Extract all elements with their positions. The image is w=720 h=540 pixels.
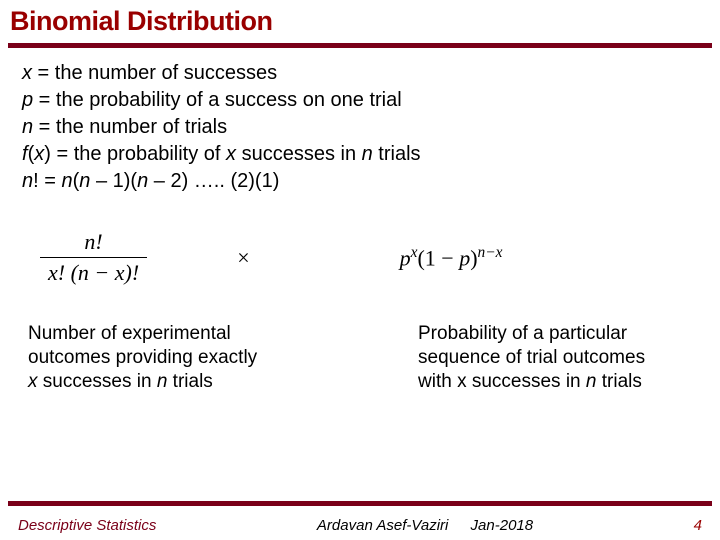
paren-close: )	[470, 245, 477, 270]
var-n6: n	[137, 170, 148, 192]
footer-left: Descriptive Statistics	[18, 517, 156, 534]
el-l3d: trials	[167, 371, 212, 392]
el-l1: Number of experimental	[28, 323, 231, 344]
p2: p	[459, 245, 470, 270]
fraction-numerator: n!	[40, 229, 147, 257]
definitions-block: x = the number of successes p = the prob…	[0, 48, 720, 194]
footer: Descriptive Statistics Ardavan Asef-Vazi…	[0, 517, 720, 534]
var-p: p	[22, 89, 33, 111]
t: successes in	[236, 143, 362, 165]
def-line-5: n! = n(n – 1)(n – 2) ….. (2)(1)	[22, 168, 700, 194]
footer-page: 4	[694, 517, 702, 534]
def-2-text: = the probability of a success on one tr…	[33, 89, 402, 111]
t: ) = the probability of	[44, 143, 226, 165]
var-n3: n	[22, 170, 33, 192]
explanation-row: Number of experimental outcomes providin…	[0, 296, 720, 393]
def-line-2: p = the probability of a success on one …	[22, 87, 700, 113]
fraction-denominator: x! (n − x)!	[40, 258, 147, 286]
var-n2: n	[362, 143, 373, 165]
t: trials	[373, 143, 421, 165]
var-x: x	[22, 62, 32, 84]
q-exp: n−x	[478, 244, 503, 261]
er-n: n	[586, 371, 597, 392]
probability-term: px(1 − p)n−x	[400, 244, 503, 271]
footer-author: Ardavan Asef-Vaziri	[317, 517, 448, 534]
explanation-left: Number of experimental outcomes providin…	[28, 322, 328, 393]
formula-row: n! x! (n − x)! × px(1 − p)n−x	[0, 195, 720, 296]
el-n: n	[157, 371, 168, 392]
er-l3c: trials	[596, 371, 641, 392]
explanation-right: Probability of a particular sequence of …	[388, 322, 700, 393]
var-n4: n	[61, 170, 72, 192]
var-n: n	[22, 116, 33, 138]
el-l2: outcomes providing exactly	[28, 347, 257, 368]
var-n5: n	[79, 170, 90, 192]
er-l3a: with x successes in	[418, 371, 586, 392]
def-line-1: x = the number of successes	[22, 60, 700, 86]
el-x: x	[28, 371, 38, 392]
er-l1: Probability of a particular	[418, 323, 627, 344]
def-3-text: = the number of trials	[33, 116, 227, 138]
paren-open: (1 −	[417, 245, 459, 270]
def-1-text: = the number of successes	[32, 62, 277, 84]
t: ! =	[33, 170, 61, 192]
t: – 2) ….. (2)(1)	[148, 170, 279, 192]
slide-title: Binomial Distribution	[10, 6, 710, 37]
def-line-3: n = the number of trials	[22, 114, 700, 140]
def-line-4: f(x) = the probability of x successes in…	[22, 141, 700, 167]
var-x2: x	[34, 143, 44, 165]
footer-date: Jan-2018	[471, 517, 534, 534]
p-base: p	[400, 245, 411, 270]
el-l3b: successes in	[38, 371, 157, 392]
var-x3: x	[226, 143, 236, 165]
footer-underline	[8, 501, 712, 506]
er-l2: sequence of trial outcomes	[418, 347, 645, 368]
t: – 1)(	[90, 170, 137, 192]
footer-center: Ardavan Asef-Vaziri Jan-2018	[156, 517, 693, 534]
multiply-symbol: ×	[237, 245, 249, 271]
binomial-coefficient: n! x! (n − x)!	[40, 229, 147, 286]
